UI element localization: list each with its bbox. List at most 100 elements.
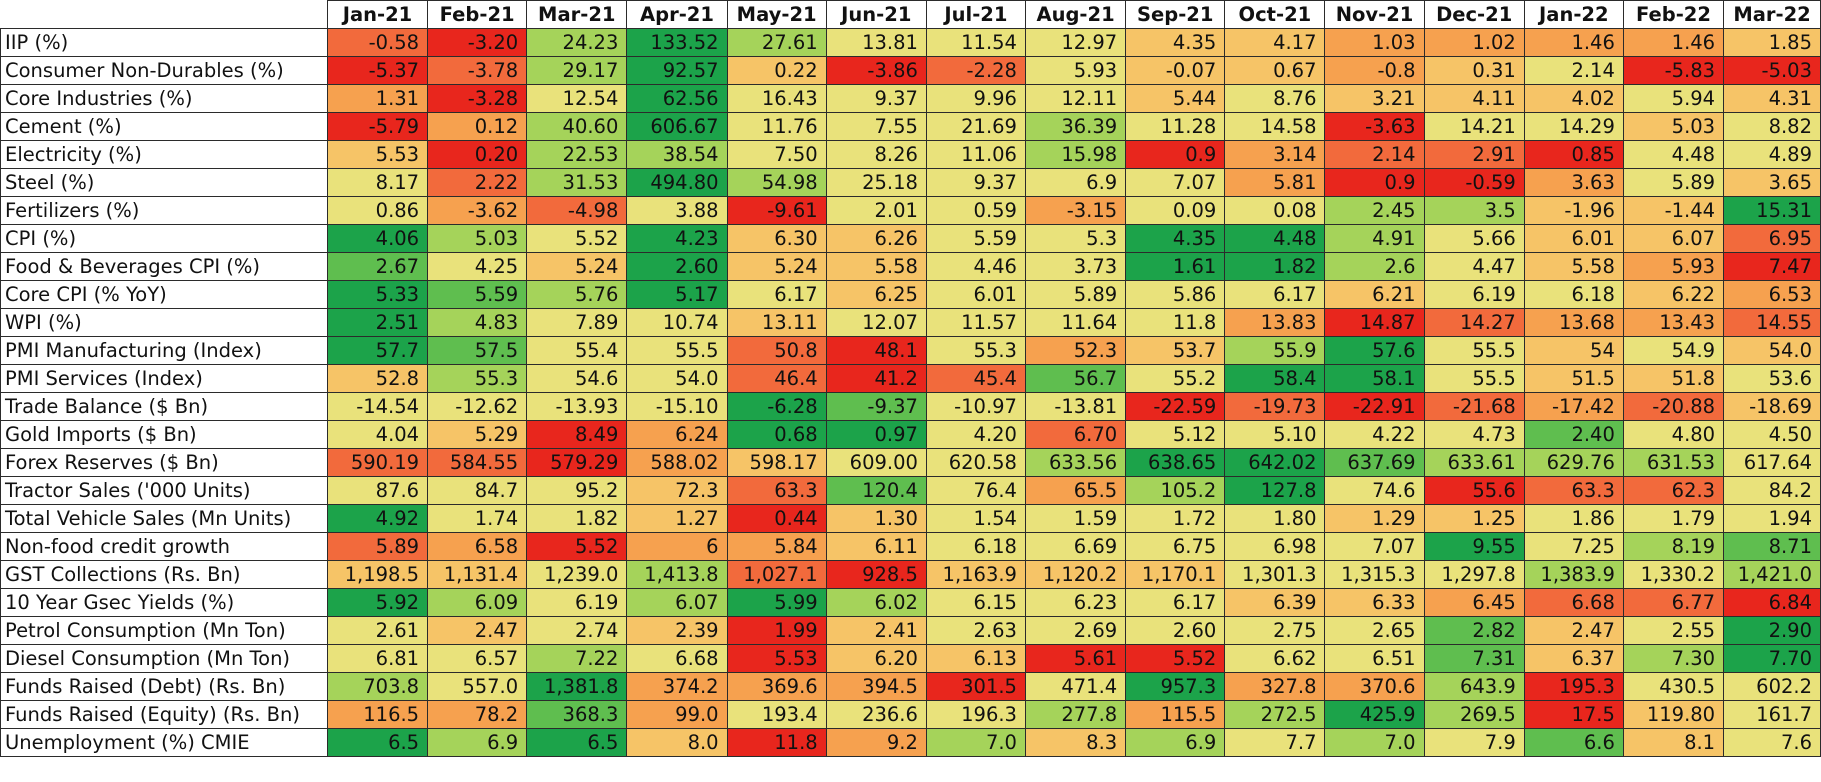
heatmap-cell: 0.08 [1224, 196, 1326, 225]
heatmap-cell: 1,315.3 [1324, 560, 1425, 589]
heatmap-cell: 8.76 [1224, 84, 1326, 113]
table-row: Non-food credit growth 5.89 6.58 5.52 6 5.84 6… [0, 532, 1821, 561]
heatmap-cell: 1.86 [1523, 504, 1624, 533]
heatmap-cell: -18.69 [1723, 392, 1821, 421]
heatmap-cell: -13.81 [1024, 392, 1127, 421]
heatmap-cell: 2.82 [1423, 616, 1525, 645]
heatmap-cell: 4.11 [1423, 84, 1525, 113]
heatmap-cell: 36.39 [1024, 112, 1127, 141]
heatmap-cell: 6.17 [1224, 280, 1326, 309]
heatmap-cell: 8.71 [1723, 532, 1821, 561]
heatmap-cell: 17.5 [1523, 700, 1624, 729]
heatmap-cell: 4.46 [925, 252, 1026, 281]
heatmap-cell: 54.6 [526, 364, 628, 393]
heatmap-cell: 7.0 [925, 728, 1026, 757]
heatmap-cell: 57.5 [427, 336, 528, 365]
row-label: WPI (%) [0, 308, 328, 337]
heatmap-cell: 5.89 [1024, 280, 1127, 309]
heatmap-cell: 95.2 [526, 476, 628, 505]
heatmap-cell: 2.40 [1523, 420, 1624, 449]
heatmap-cell: 11.76 [726, 112, 827, 141]
heatmap-cell: 2.60 [626, 252, 728, 281]
heatmap-cell: 6.62 [1224, 644, 1326, 673]
heatmap-cell: 4.47 [1423, 252, 1525, 281]
heatmap-cell: 2.75 [1224, 616, 1326, 645]
heatmap-cell: 4.91 [1324, 224, 1425, 253]
heatmap-cell: 370.6 [1324, 672, 1425, 701]
heatmap-cell: 4.35 [1125, 224, 1226, 253]
heatmap-cell: 7.55 [825, 112, 927, 141]
heatmap-cell: 65.5 [1024, 476, 1127, 505]
heatmap-cell: 13.83 [1224, 308, 1326, 337]
heatmap-cell: 24.23 [526, 28, 628, 57]
heatmap-cell: 55.4 [526, 336, 628, 365]
heatmap-cell: 5.81 [1224, 168, 1326, 197]
heatmap-cell: 116.5 [326, 700, 429, 729]
heatmap-cell: 1.61 [1125, 252, 1226, 281]
heatmap-cell: 5.29 [427, 420, 528, 449]
heatmap-cell: 6.98 [1224, 532, 1326, 561]
heatmap-cell: 5.59 [925, 224, 1026, 253]
heatmap-cell: 55.2 [1125, 364, 1226, 393]
heatmap-cell: 12.54 [526, 84, 628, 113]
row-label: Gold Imports ($ Bn) [0, 420, 328, 449]
heatmap-cell: 54.98 [726, 168, 827, 197]
heatmap-cell: 1.74 [427, 504, 528, 533]
heatmap-cell: 7.70 [1723, 644, 1821, 673]
table-body: IIP (%) -0.58 -3.20 24.23 133.52 27.61 13.81 11… [0, 28, 1821, 757]
heatmap-cell: 5.52 [1125, 644, 1226, 673]
heatmap-cell: 5.93 [1622, 252, 1725, 281]
table-row: PMI Manufacturing (Index) 57.7 57.5 55.4 55.… [0, 336, 1821, 365]
heatmap-cell: 494.80 [626, 168, 728, 197]
heatmap-cell: -5.83 [1622, 56, 1725, 85]
heatmap-cell: 5.52 [526, 532, 628, 561]
heatmap-cell: 48.1 [825, 336, 927, 365]
heatmap-cell: 27.61 [726, 28, 827, 57]
heatmap-cell: 14.29 [1523, 112, 1624, 141]
heatmap-cell: 2.41 [825, 616, 927, 645]
macro-indicators-heatmap-table: Jan-21 Feb-21 Mar-21 Apr-21 May-21 Jun-21 Jul-… [0, 0, 1821, 757]
heatmap-cell: 6.13 [925, 644, 1026, 673]
heatmap-cell: 928.5 [825, 560, 927, 589]
heatmap-cell: 14.55 [1723, 308, 1821, 337]
heatmap-cell: 6.19 [1423, 280, 1525, 309]
row-label: Core CPI (% YoY) [0, 280, 328, 309]
heatmap-cell: 6.75 [1125, 532, 1226, 561]
heatmap-cell: -1.96 [1523, 196, 1624, 225]
heatmap-cell: 5.44 [1125, 84, 1226, 113]
heatmap-cell: -9.37 [825, 392, 927, 421]
table-row: GST Collections (Rs. Bn) 1,198.5 1,131.4 1,… [0, 560, 1821, 589]
heatmap-cell: -0.8 [1324, 56, 1425, 85]
heatmap-cell: 1.85 [1723, 28, 1821, 57]
column-header-month: Apr-21 [626, 0, 728, 29]
heatmap-cell: 12.11 [1024, 84, 1127, 113]
heatmap-cell: 6.51 [1324, 644, 1425, 673]
column-header-month: Jul-21 [925, 0, 1026, 29]
table-row: CPI (%) 4.06 5.03 5.52 4.23 6.30 6.26 5.59 5.3 4.… [0, 224, 1821, 253]
table-row: Steel (%) 8.17 2.22 31.53 494.80 54.98 25.18 9.… [0, 168, 1821, 197]
row-label: Consumer Non-Durables (%) [0, 56, 328, 85]
heatmap-cell: 6.20 [825, 644, 927, 673]
heatmap-cell: 606.67 [626, 112, 728, 141]
heatmap-cell: 54.0 [1723, 336, 1821, 365]
heatmap-cell: 7.6 [1723, 728, 1821, 757]
heatmap-cell: 1,301.3 [1224, 560, 1326, 589]
table-row: Electricity (%) 5.53 0.20 22.53 38.54 7.50 8.2… [0, 140, 1821, 169]
heatmap-cell: 58.1 [1324, 364, 1425, 393]
heatmap-cell: 6.57 [427, 644, 528, 673]
heatmap-cell: 5.58 [825, 252, 927, 281]
heatmap-cell: 76.4 [925, 476, 1026, 505]
heatmap-cell: 5.58 [1523, 252, 1624, 281]
heatmap-cell: 6.58 [427, 532, 528, 561]
heatmap-cell: 11.54 [925, 28, 1026, 57]
heatmap-cell: 1.30 [825, 504, 927, 533]
heatmap-cell: -21.68 [1423, 392, 1525, 421]
heatmap-cell: 133.52 [626, 28, 728, 57]
column-header-month: Mar-21 [526, 0, 628, 29]
heatmap-cell: 430.5 [1622, 672, 1725, 701]
row-label: Trade Balance ($ Bn) [0, 392, 328, 421]
heatmap-cell: 2.45 [1324, 196, 1425, 225]
heatmap-cell: 4.22 [1324, 420, 1425, 449]
heatmap-cell: 9.2 [825, 728, 927, 757]
table-row: Funds Raised (Debt) (Rs. Bn) 703.8 557.0 1,… [0, 672, 1821, 701]
